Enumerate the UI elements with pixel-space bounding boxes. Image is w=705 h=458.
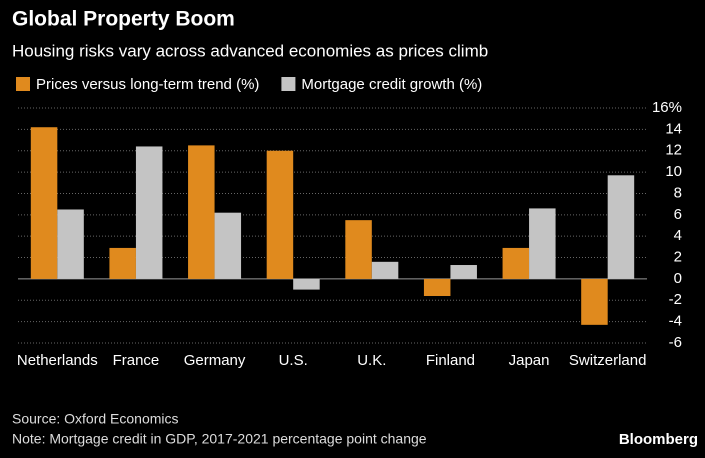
bar [607,175,635,279]
bar [502,247,530,279]
x-tick-label: Germany [184,352,246,369]
y-tick-label: 2 [674,249,682,266]
y-tick-label: 14 [665,120,682,137]
y-tick-label: 4 [674,227,682,244]
y-tick-label: 6 [674,206,682,223]
y-tick-label: 16% [652,99,682,116]
brand: Bloomberg [619,431,698,448]
x-tick-label: Netherlands [17,352,98,369]
bar [30,127,58,279]
bar [450,265,477,279]
x-tick-label: Finland [426,352,475,369]
legend-label: Mortgage credit growth (%) [301,76,482,93]
x-tick-label: France [113,352,160,369]
y-tick-label: 10 [665,163,682,180]
bar [345,220,372,279]
bar [266,150,294,279]
x-tick-label: Switzerland [569,352,647,369]
bar [135,146,163,279]
bar [529,208,556,279]
y-tick-label: -2 [669,291,682,308]
bar [293,278,320,290]
y-tick-label: -4 [669,313,682,330]
bar [581,278,608,325]
chart-subtitle: Housing risks vary across advanced econo… [12,41,488,60]
legend-label: Prices versus long-term trend (%) [36,76,259,93]
y-tick-label: 12 [665,142,682,159]
bar [109,247,136,279]
y-tick-label: 0 [674,270,682,287]
legend-swatch [281,77,296,91]
bar [188,145,215,279]
chart-title: Global Property Boom [12,8,235,31]
bar [214,212,242,279]
bar [423,278,451,296]
x-tick-label: Japan [509,352,550,369]
note: Note: Mortgage credit in GDP, 2017-2021 … [12,431,427,447]
y-tick-label: 8 [674,184,682,201]
source: Source: Oxford Economics [12,411,179,427]
legend-swatch [16,77,30,91]
y-tick-label: -6 [669,334,682,351]
bar [371,261,399,279]
bar [57,209,84,279]
x-tick-label: U.S. [279,352,308,369]
x-tick-label: U.K. [357,352,386,369]
